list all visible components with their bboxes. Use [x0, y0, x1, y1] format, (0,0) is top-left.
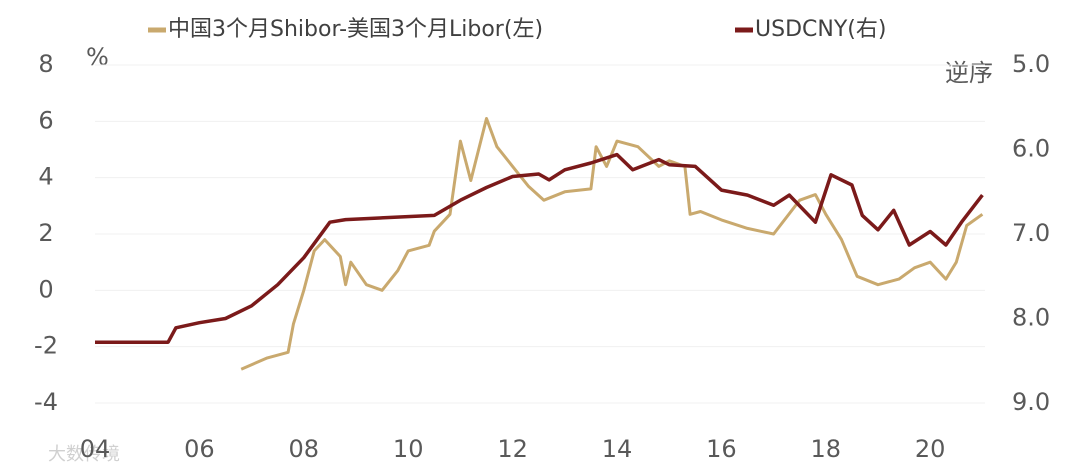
y-tick-label: -4 [34, 388, 58, 416]
y2-tick-label: 9.0 [1012, 388, 1050, 416]
y-tick-label: -2 [34, 332, 58, 360]
series-line [240, 117, 984, 371]
x-tick-label: 04 [80, 435, 111, 463]
y2-tick-label: 5.0 [1012, 50, 1050, 78]
right-axis-label: 逆序 [945, 59, 993, 87]
y2-tick-label: 7.0 [1012, 219, 1050, 247]
legend-label: USDCNY(右) [755, 17, 886, 42]
x-tick-label: 10 [393, 435, 424, 463]
series-line [95, 152, 984, 344]
y-tick-label: 6 [38, 106, 53, 134]
y-tick-label: 4 [38, 163, 53, 191]
x-tick-label: 06 [184, 435, 215, 463]
x-tick-label: 12 [497, 435, 528, 463]
left-axis-label: % [86, 43, 109, 71]
x-tick-label: 14 [602, 435, 633, 463]
x-tick-label: 08 [289, 435, 320, 463]
watermark: 大数传境 [48, 444, 120, 465]
legend-label: 中国3个月Shibor-美国3个月Libor(左) [168, 17, 543, 42]
y-tick-label: 8 [38, 50, 53, 78]
x-tick-label: 18 [811, 435, 842, 463]
y2-tick-label: 8.0 [1012, 304, 1050, 332]
x-tick-label: 16 [706, 435, 737, 463]
y2-tick-label: 6.0 [1012, 135, 1050, 163]
y-tick-label: 0 [38, 275, 53, 303]
y-tick-label: 2 [38, 219, 53, 247]
x-tick-label: 20 [915, 435, 946, 463]
